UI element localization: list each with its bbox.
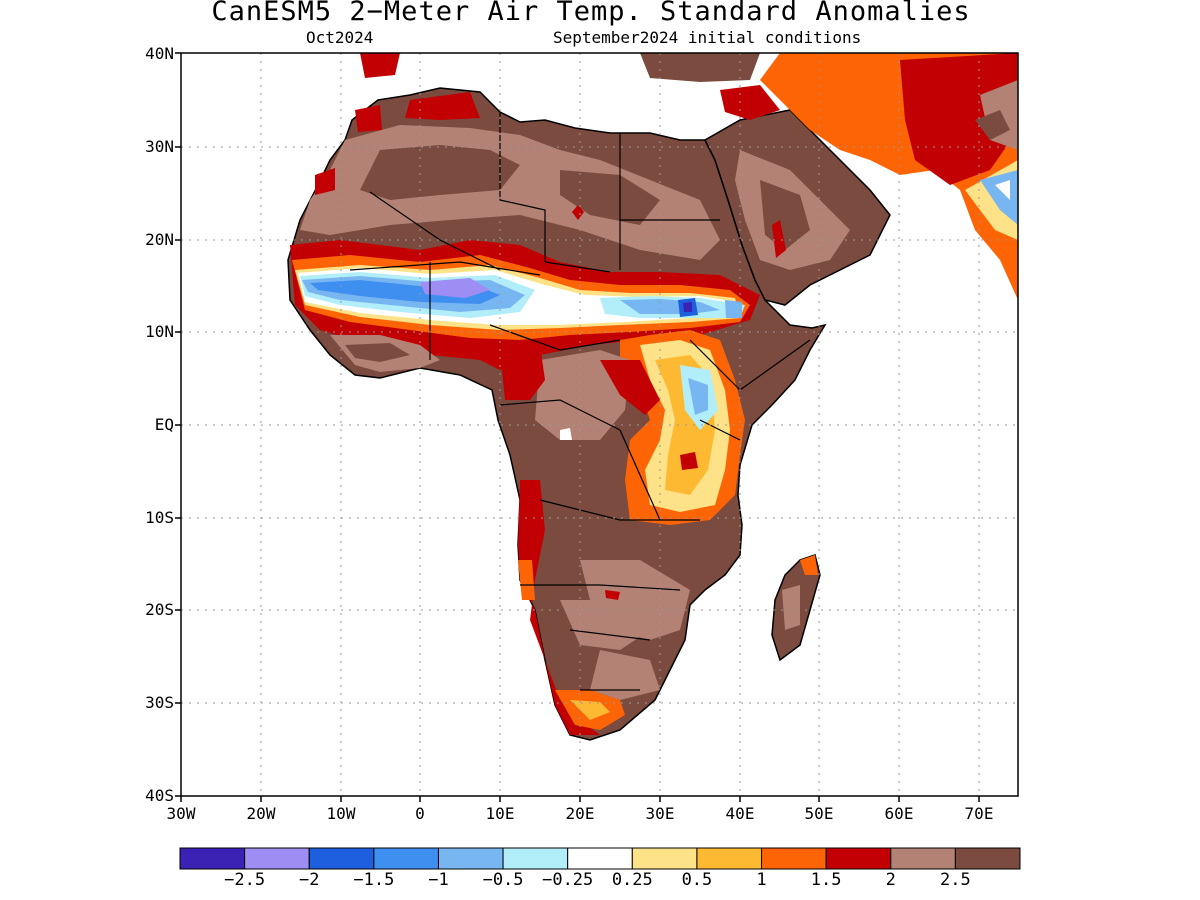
colorbar-label: −0.5 (482, 870, 524, 890)
lon-label-10e: 10E (485, 804, 515, 823)
colorbar (179, 847, 1021, 870)
lat-label-20n: 20N (145, 230, 174, 249)
initial-conditions: September2024 initial conditions (553, 28, 862, 47)
map-field (287, 53, 1018, 741)
lon-label-20e: 20E (565, 804, 595, 823)
colorbar-swatch (631, 847, 698, 870)
map-title: CanESM5 2−Meter Air Temp. Standard Anoma… (211, 0, 971, 27)
lat-label-40s: 40S (145, 786, 174, 805)
colorbar-swatch (825, 847, 892, 870)
colorbar-swatch (244, 847, 310, 870)
colorbar-label: −1.5 (353, 870, 395, 890)
colorbar-swatch (179, 847, 246, 870)
colorbar-swatch (437, 847, 504, 870)
country-borders (349, 112, 811, 691)
colorbar-swatch (373, 847, 439, 870)
lat-label-10n: 10N (145, 322, 174, 341)
lon-label-0: 0 (415, 804, 425, 823)
colorbar-label: 0.25 (611, 870, 653, 890)
colorbar-label: 1.5 (810, 870, 842, 890)
colorbar-label: −1 (428, 870, 449, 890)
colorbar-swatch (761, 847, 827, 870)
lon-label-50e: 50E (804, 804, 834, 823)
colorbar-label: −2.5 (224, 870, 266, 890)
lon-label-70e: 70E (964, 804, 994, 823)
colorbar-label: −0.25 (542, 870, 594, 890)
lat-label-30s: 30S (145, 693, 174, 712)
lon-label-30e: 30E (645, 804, 675, 823)
forecast-month: Oct2024 (306, 28, 374, 47)
colorbar-swatch (567, 847, 633, 870)
lat-label-30n: 30N (145, 137, 174, 156)
colorbar-swatch (502, 847, 569, 870)
lon-label-20w: 20W (246, 804, 276, 823)
colorbar-label: 1 (756, 870, 767, 890)
lon-label-10w: 10W (326, 804, 356, 823)
colorbar-swatch (308, 847, 375, 870)
lat-label-10s: 10S (145, 508, 174, 527)
axis-ticks (175, 52, 980, 802)
colorbar-label: 0.5 (681, 870, 713, 890)
colorbar-label: 2.5 (940, 870, 971, 890)
colorbar-swatch (696, 847, 763, 870)
lon-label-60e: 60E (884, 804, 914, 823)
lon-label-40e: 40E (725, 804, 755, 823)
colorbar-swatch (954, 847, 1021, 870)
gridlines (181, 53, 1018, 796)
colorbar-label: −2 (298, 870, 320, 890)
colorbar-swatch (890, 847, 956, 870)
lat-label-40n: 40N (145, 44, 174, 63)
colorbar-label: 2 (885, 870, 896, 890)
lat-label-20s: 20S (145, 600, 174, 619)
lon-label-30w: 30W (166, 804, 196, 823)
lat-label-eq: EQ (154, 415, 174, 434)
